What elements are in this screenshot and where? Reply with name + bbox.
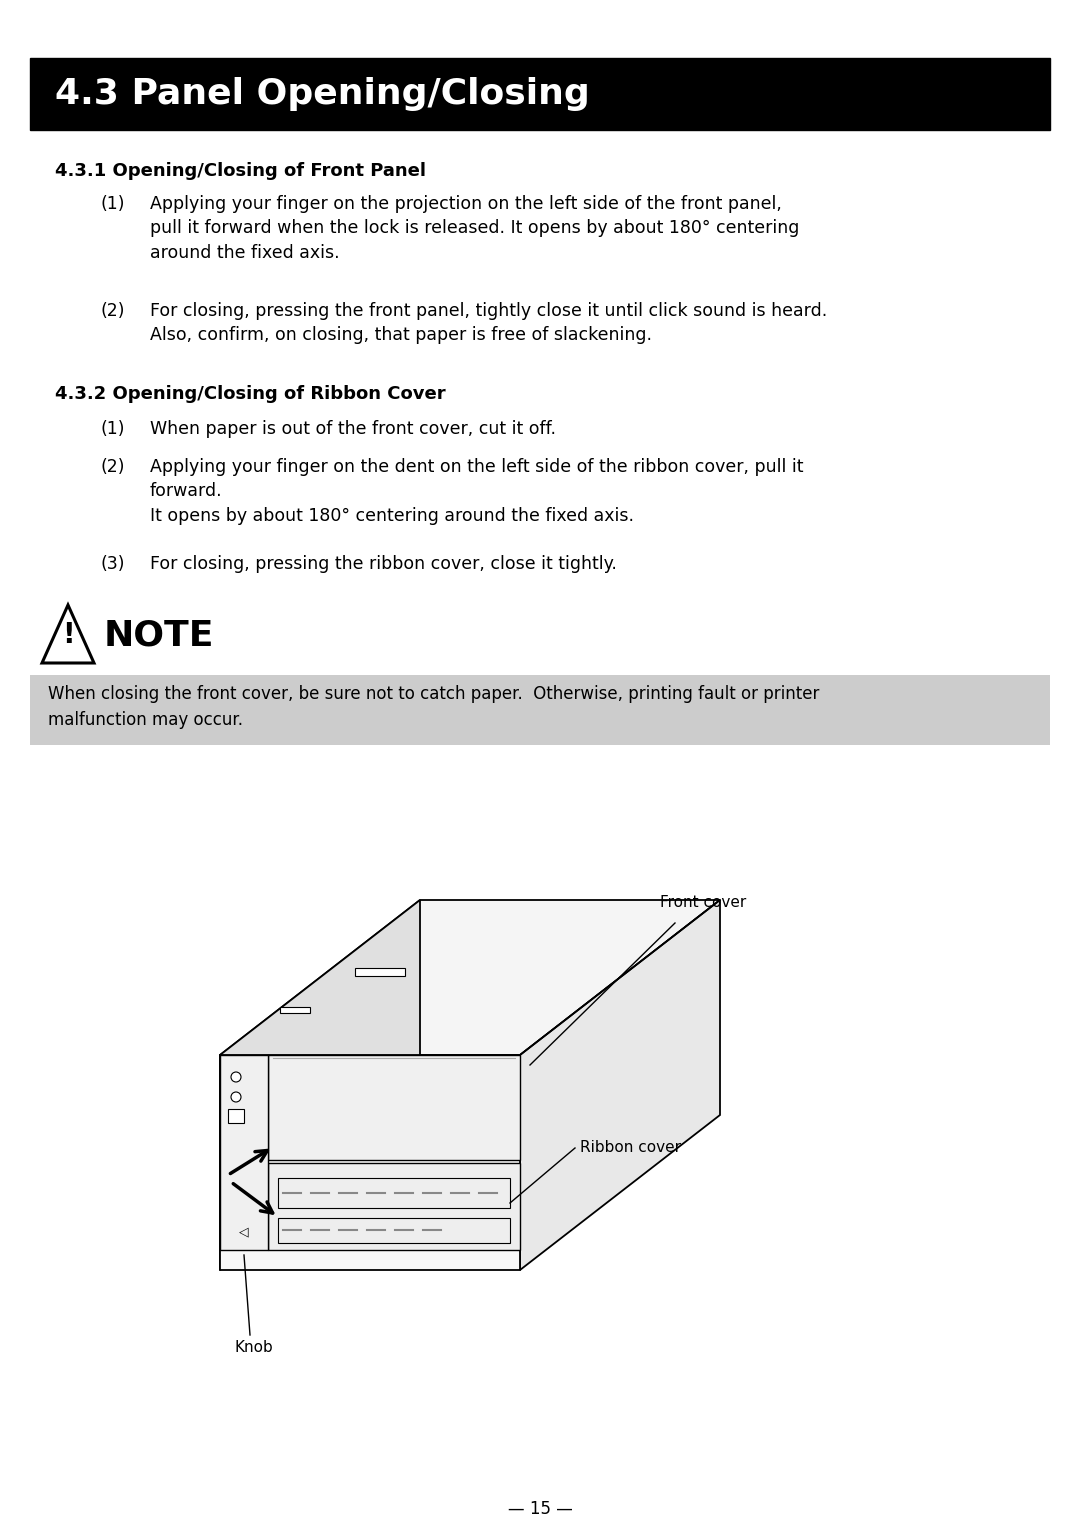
Text: 4.3 Panel Opening/Closing: 4.3 Panel Opening/Closing [55,76,590,112]
Circle shape [231,1092,241,1102]
Text: Applying your finger on the projection on the left side of the front panel,
pull: Applying your finger on the projection o… [150,196,799,261]
Bar [278,1177,510,1208]
Bar [30,674,1050,745]
Bar [30,58,1050,130]
Text: (2): (2) [100,303,124,320]
Polygon shape [268,1055,519,1161]
Text: For closing, pressing the ribbon cover, close it tightly.: For closing, pressing the ribbon cover, … [150,555,617,573]
Bar [228,1109,244,1122]
Text: Applying your finger on the dent on the left side of the ribbon cover, pull it
f: Applying your finger on the dent on the … [150,459,804,524]
Polygon shape [268,1164,519,1251]
Text: For closing, pressing the front panel, tightly close it until click sound is hea: For closing, pressing the front panel, t… [150,303,827,344]
Polygon shape [220,1055,268,1251]
Bar [280,1008,310,1014]
Polygon shape [220,901,420,1271]
Polygon shape [42,605,94,664]
Bar [355,968,405,976]
Text: (2): (2) [100,459,124,476]
Text: When paper is out of the front cover, cut it off.: When paper is out of the front cover, cu… [150,420,556,437]
Text: (1): (1) [100,196,124,213]
Text: (1): (1) [100,420,124,437]
Polygon shape [220,1055,519,1271]
Text: !: ! [62,621,75,650]
Polygon shape [220,901,720,1055]
Polygon shape [519,901,720,1271]
Text: 4.3.2 Opening/Closing of Ribbon Cover: 4.3.2 Opening/Closing of Ribbon Cover [55,385,446,404]
Bar [278,1219,510,1243]
Text: — 15 —: — 15 — [508,1500,572,1518]
Text: NOTE: NOTE [104,618,215,653]
Text: (3): (3) [100,555,124,573]
Text: 4.3.1 Opening/Closing of Front Panel: 4.3.1 Opening/Closing of Front Panel [55,162,426,180]
Text: Front cover: Front cover [660,894,746,910]
Text: ◁: ◁ [239,1226,248,1238]
Text: Ribbon cover: Ribbon cover [580,1141,681,1154]
Text: When closing the front cover, be sure not to catch paper.  Otherwise, printing f: When closing the front cover, be sure no… [48,685,820,729]
Text: Knob: Knob [235,1339,273,1355]
Circle shape [231,1072,241,1083]
